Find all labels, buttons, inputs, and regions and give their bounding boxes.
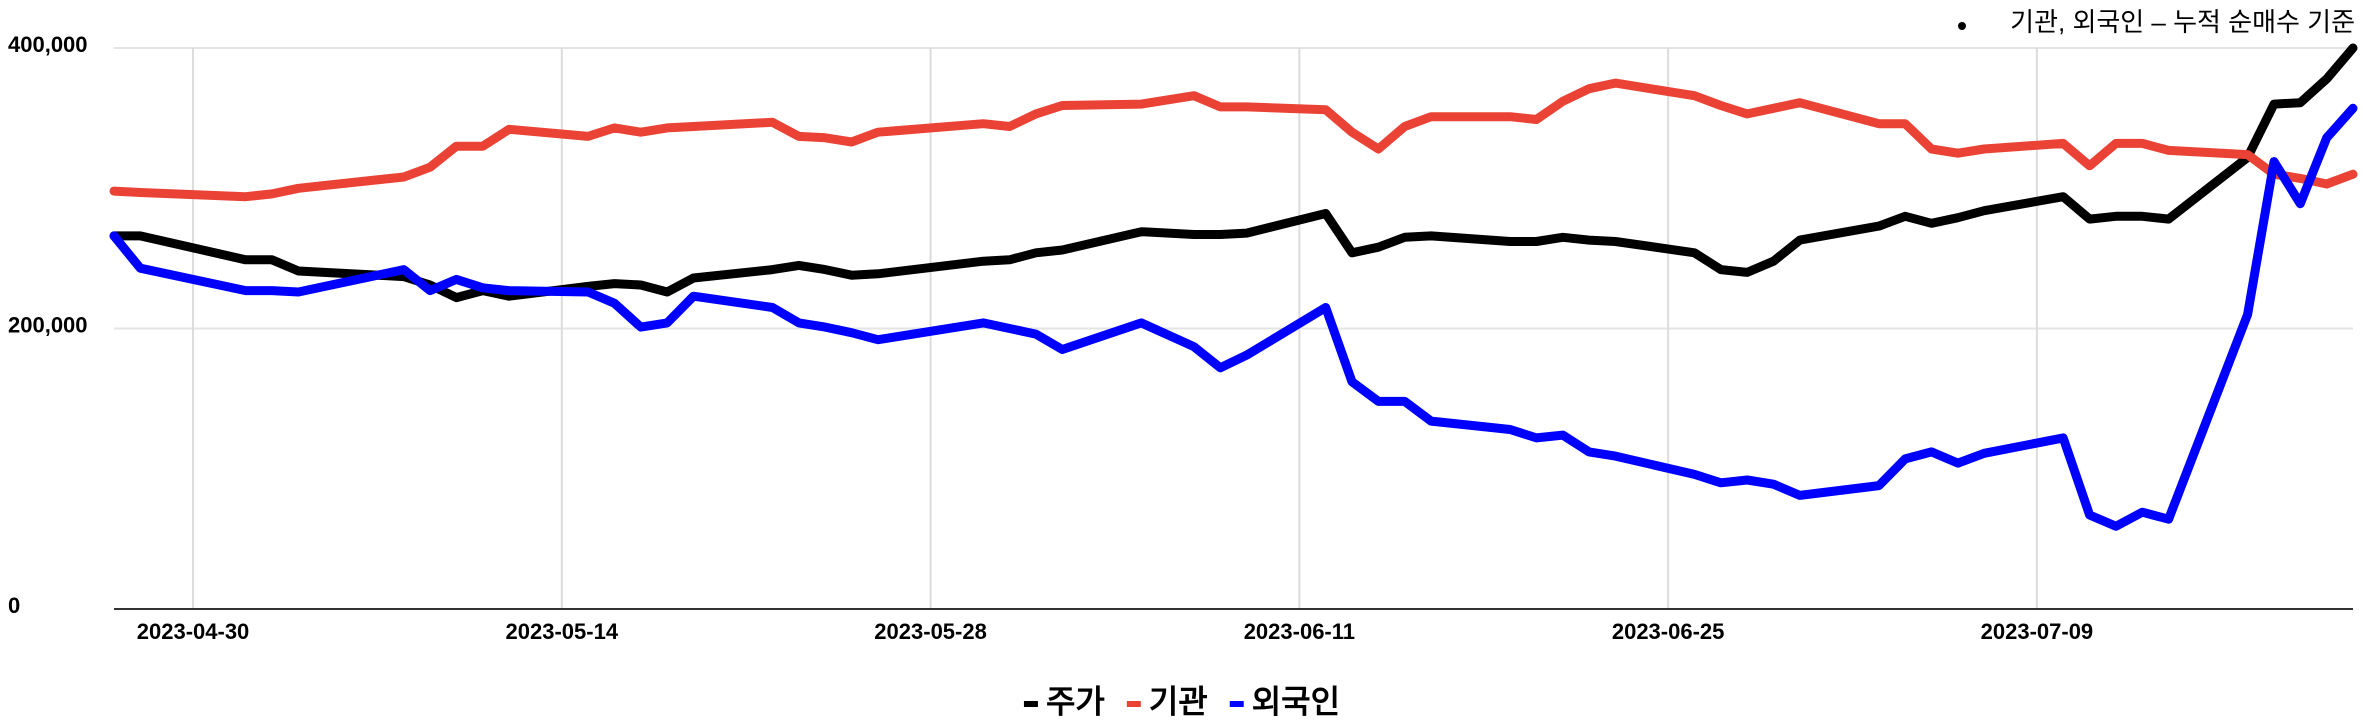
y-tick-label: 200,000 (8, 312, 88, 337)
line-series (109, 43, 2358, 303)
legend-label: 외국인 (1252, 683, 1340, 719)
legend-label: 주가 (1046, 683, 1105, 719)
y-tick-label: 0 (8, 593, 20, 618)
grid (114, 47, 2353, 610)
annotation: 기관, 외국인 – 누적 순매수 기준 (2010, 7, 2355, 37)
x-tick-label: 2023-05-28 (874, 619, 987, 644)
legend-label: 기관 (1149, 683, 1208, 719)
legend: 주가 기관 외국인 (1023, 683, 1340, 719)
x-tick-label: 2023-07-09 (1981, 619, 2094, 644)
x-tick-label: 2023-04-30 (137, 619, 250, 644)
x-tick-label: 2023-06-25 (1612, 619, 1725, 644)
x-tick-label: 2023-06-11 (1244, 619, 1355, 644)
y-tick-label: 400,000 (8, 32, 88, 57)
line-series (109, 78, 2358, 202)
annotation-bullet (1958, 22, 1966, 30)
x-tick-label: 2023-05-14 (506, 619, 619, 644)
line-series (109, 103, 2358, 531)
